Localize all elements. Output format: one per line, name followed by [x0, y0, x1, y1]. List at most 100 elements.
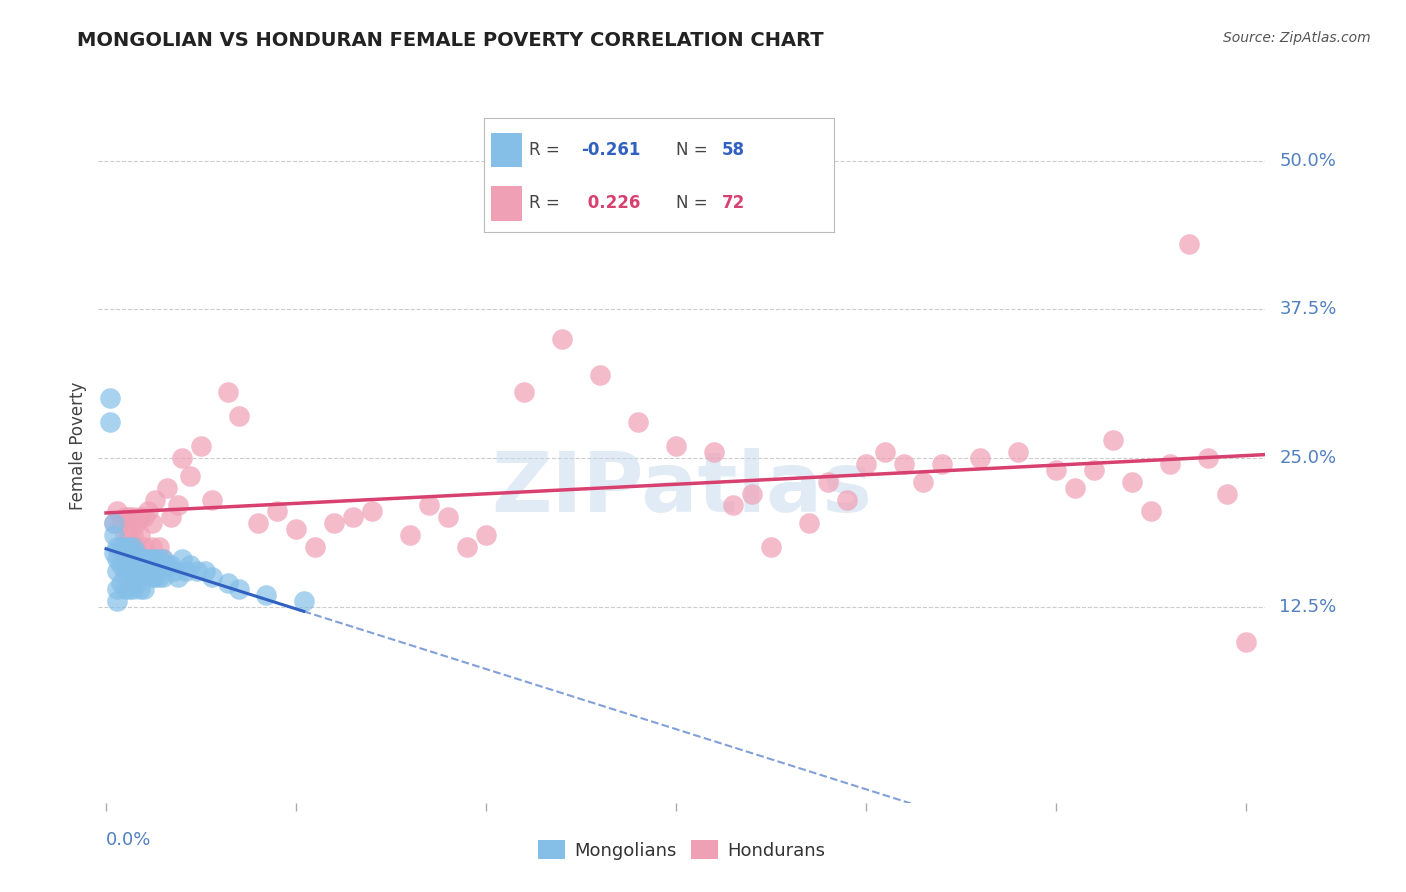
Point [817, 475, 839, 489]
Point [103, 516, 125, 531]
Point [837, 492, 859, 507]
Point [1102, 433, 1125, 447]
Text: 50.0%: 50.0% [1279, 152, 1336, 169]
Point [114, 564, 136, 578]
Point [969, 450, 991, 465]
Point [107, 504, 129, 518]
Text: 25.0%: 25.0% [1279, 449, 1337, 467]
Point [1159, 457, 1181, 471]
Point [121, 510, 143, 524]
Point [1045, 463, 1067, 477]
Point [121, 582, 143, 596]
Point [132, 564, 155, 578]
Point [114, 552, 136, 566]
Text: MONGOLIAN VS HONDURAN FEMALE POVERTY CORRELATION CHART: MONGOLIAN VS HONDURAN FEMALE POVERTY COR… [77, 31, 824, 50]
Point [589, 368, 612, 382]
Point [103, 516, 125, 531]
Point [361, 504, 384, 518]
Point [98, 392, 121, 406]
Point [132, 552, 155, 566]
Point [627, 415, 650, 429]
Point [703, 445, 725, 459]
Point [304, 540, 326, 554]
Point [129, 552, 152, 566]
Point [152, 552, 174, 566]
Point [118, 564, 141, 578]
Point [114, 582, 136, 596]
Point [107, 540, 129, 554]
Point [1064, 481, 1087, 495]
Point [201, 492, 224, 507]
Point [141, 516, 163, 531]
Point [118, 540, 141, 554]
Point [156, 558, 179, 572]
Point [152, 552, 174, 566]
Point [893, 457, 915, 471]
Point [190, 439, 212, 453]
Point [145, 552, 167, 566]
Point [136, 564, 159, 578]
Point [118, 582, 141, 596]
Point [1178, 236, 1201, 251]
Point [129, 510, 152, 524]
Point [228, 582, 250, 596]
Point [125, 516, 148, 531]
Point [152, 570, 174, 584]
Point [118, 552, 141, 566]
Point [103, 546, 125, 560]
Text: 12.5%: 12.5% [1279, 598, 1337, 615]
Point [98, 415, 121, 429]
Point [875, 445, 897, 459]
Point [129, 528, 152, 542]
Text: 0.0%: 0.0% [105, 831, 152, 849]
Y-axis label: Female Poverty: Female Poverty [69, 382, 87, 510]
Point [136, 504, 159, 518]
Point [721, 499, 744, 513]
Point [132, 510, 155, 524]
Point [167, 499, 190, 513]
Point [114, 540, 136, 554]
Point [665, 439, 688, 453]
Legend: Mongolians, Hondurans: Mongolians, Hondurans [533, 835, 831, 865]
Point [399, 528, 422, 542]
Point [217, 575, 239, 590]
Point [174, 564, 197, 578]
Point [132, 582, 155, 596]
Point [159, 510, 181, 524]
Point [121, 540, 143, 554]
Point [1140, 504, 1163, 518]
Point [292, 593, 315, 607]
Point [456, 540, 478, 554]
Point [136, 552, 159, 566]
Point [125, 540, 148, 554]
Point [107, 582, 129, 596]
Text: 37.5%: 37.5% [1279, 301, 1337, 318]
Point [254, 588, 277, 602]
Point [179, 558, 201, 572]
Point [145, 570, 167, 584]
Point [107, 564, 129, 578]
Point [247, 516, 270, 531]
Point [437, 510, 460, 524]
Point [323, 516, 346, 531]
Point [107, 593, 129, 607]
Point [1007, 445, 1029, 459]
Point [761, 540, 783, 554]
Point [110, 516, 132, 531]
Point [110, 575, 132, 590]
Point [342, 510, 364, 524]
Point [855, 457, 877, 471]
Point [285, 522, 308, 536]
Point [186, 564, 208, 578]
Point [148, 552, 170, 566]
Point [1083, 463, 1105, 477]
Point [148, 540, 170, 554]
Point [163, 564, 186, 578]
Point [513, 385, 536, 400]
Point [110, 558, 132, 572]
Point [179, 468, 201, 483]
Point [103, 528, 125, 542]
Point [266, 504, 288, 518]
Point [118, 528, 141, 542]
Point [228, 409, 250, 424]
